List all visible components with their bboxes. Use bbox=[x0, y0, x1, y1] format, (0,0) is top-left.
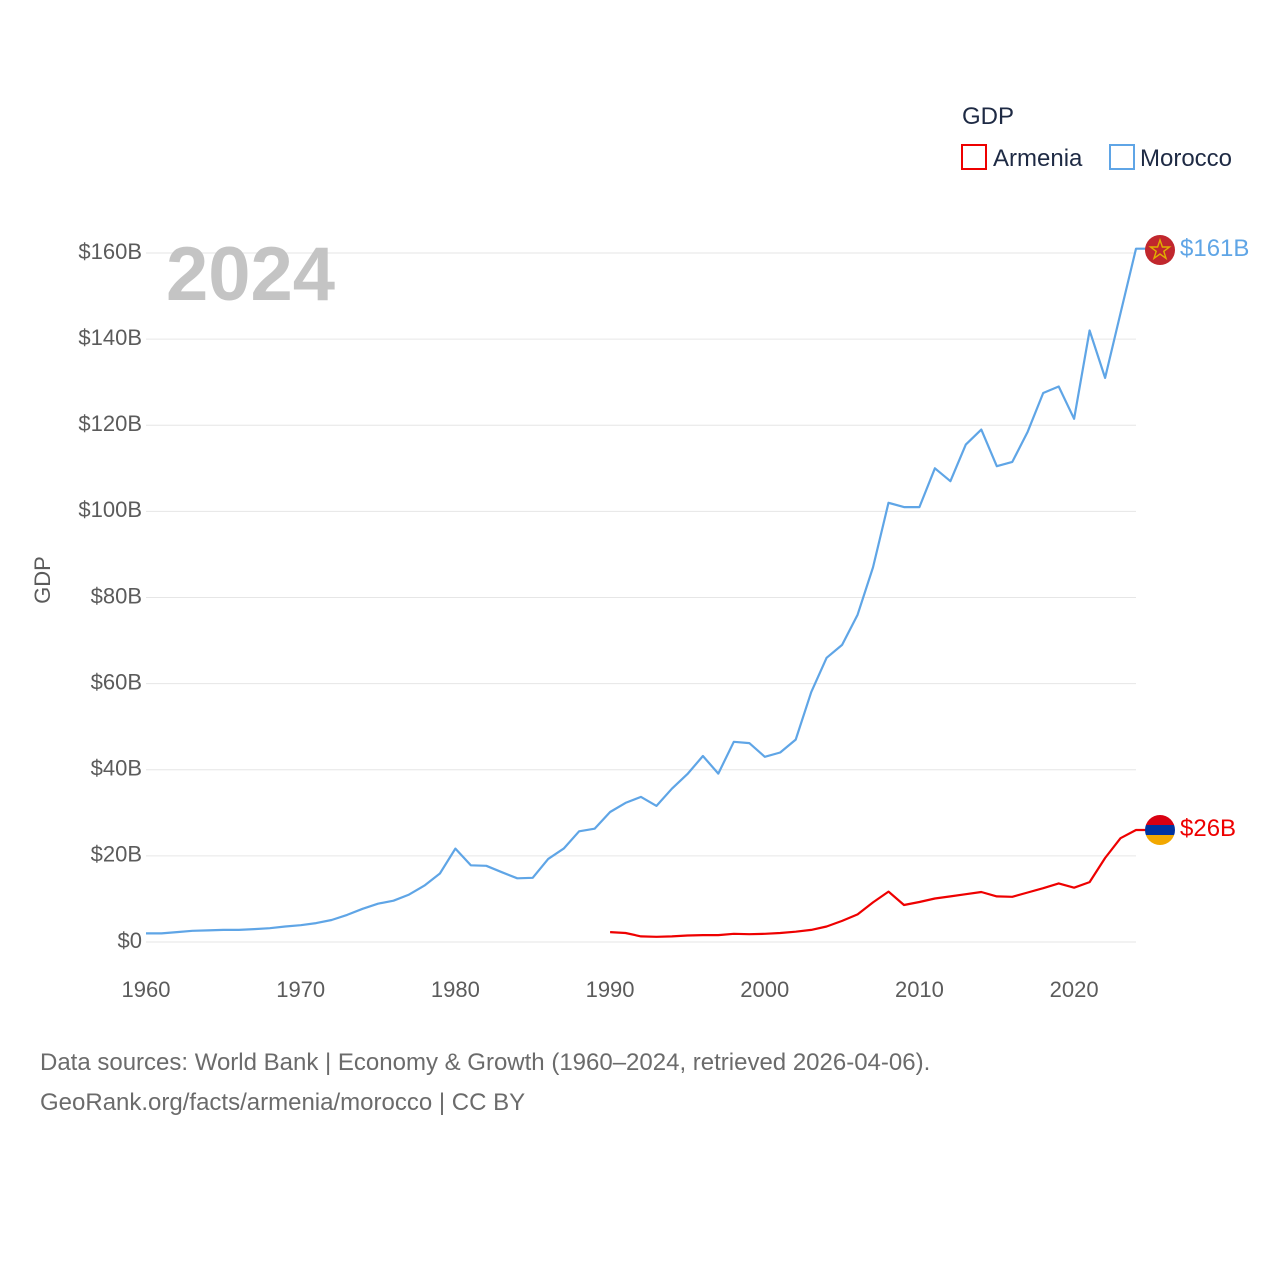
series-line-armenia[interactable] bbox=[610, 828, 1146, 938]
end-label-armenia: $26B bbox=[1180, 815, 1236, 842]
series-line-morocco[interactable] bbox=[146, 247, 1146, 935]
y-tick-label: $160B bbox=[78, 239, 142, 264]
y-tick-label: $40B bbox=[91, 756, 142, 781]
x-tick-label: 2000 bbox=[740, 977, 789, 1002]
y-tick-label: $60B bbox=[91, 669, 142, 694]
x-tick-label: 2010 bbox=[895, 977, 944, 1002]
source-line-2[interactable]: GeoRank.org/facts/armenia/morocco | CC B… bbox=[40, 1089, 526, 1116]
y-tick-label: $100B bbox=[78, 497, 142, 522]
x-tick-label: 1990 bbox=[586, 977, 635, 1002]
y-tick-label: $0 bbox=[118, 928, 142, 953]
morocco-flag-icon bbox=[1145, 235, 1175, 265]
legend-swatch-armenia[interactable] bbox=[961, 144, 987, 170]
y-axis-ticks: $0 $20B $40B $60B $80B $100B $120B $140B $160B bbox=[78, 239, 142, 953]
end-label-morocco: $161B bbox=[1180, 235, 1249, 262]
series-lines bbox=[146, 247, 1146, 938]
y-tick-label: $20B bbox=[91, 842, 142, 867]
legend-label-armenia[interactable]: Armenia bbox=[993, 145, 1083, 172]
x-tick-label: 1960 bbox=[122, 977, 171, 1002]
y-axis-label: GDP bbox=[30, 556, 55, 604]
source-line-1: Data sources: World Bank | Economy & Gro… bbox=[40, 1049, 931, 1076]
x-axis-ticks: 1960 1970 1980 1990 2000 2010 2020 bbox=[122, 977, 1099, 1002]
x-tick-label: 1970 bbox=[276, 977, 325, 1002]
y-tick-label: $120B bbox=[78, 411, 142, 436]
gdp-line-chart: $0 $20B $40B $60B $80B $100B $120B $140B $160B 1… bbox=[30, 103, 1249, 1002]
source-note: Data sources: World Bank | Economy & Gro… bbox=[40, 1043, 930, 1123]
legend-swatch-morocco[interactable] bbox=[1109, 144, 1135, 170]
x-tick-label: 1980 bbox=[431, 977, 480, 1002]
x-tick-label: 2020 bbox=[1050, 977, 1099, 1002]
legend-title: GDP bbox=[962, 103, 1014, 130]
y-tick-label: $140B bbox=[78, 325, 142, 350]
year-label: 2024 bbox=[166, 232, 335, 317]
legend-label-morocco[interactable]: Morocco bbox=[1140, 145, 1232, 172]
gridlines bbox=[146, 252, 1136, 943]
y-tick-label: $80B bbox=[91, 583, 142, 608]
armenia-flag-icon bbox=[1145, 815, 1175, 845]
